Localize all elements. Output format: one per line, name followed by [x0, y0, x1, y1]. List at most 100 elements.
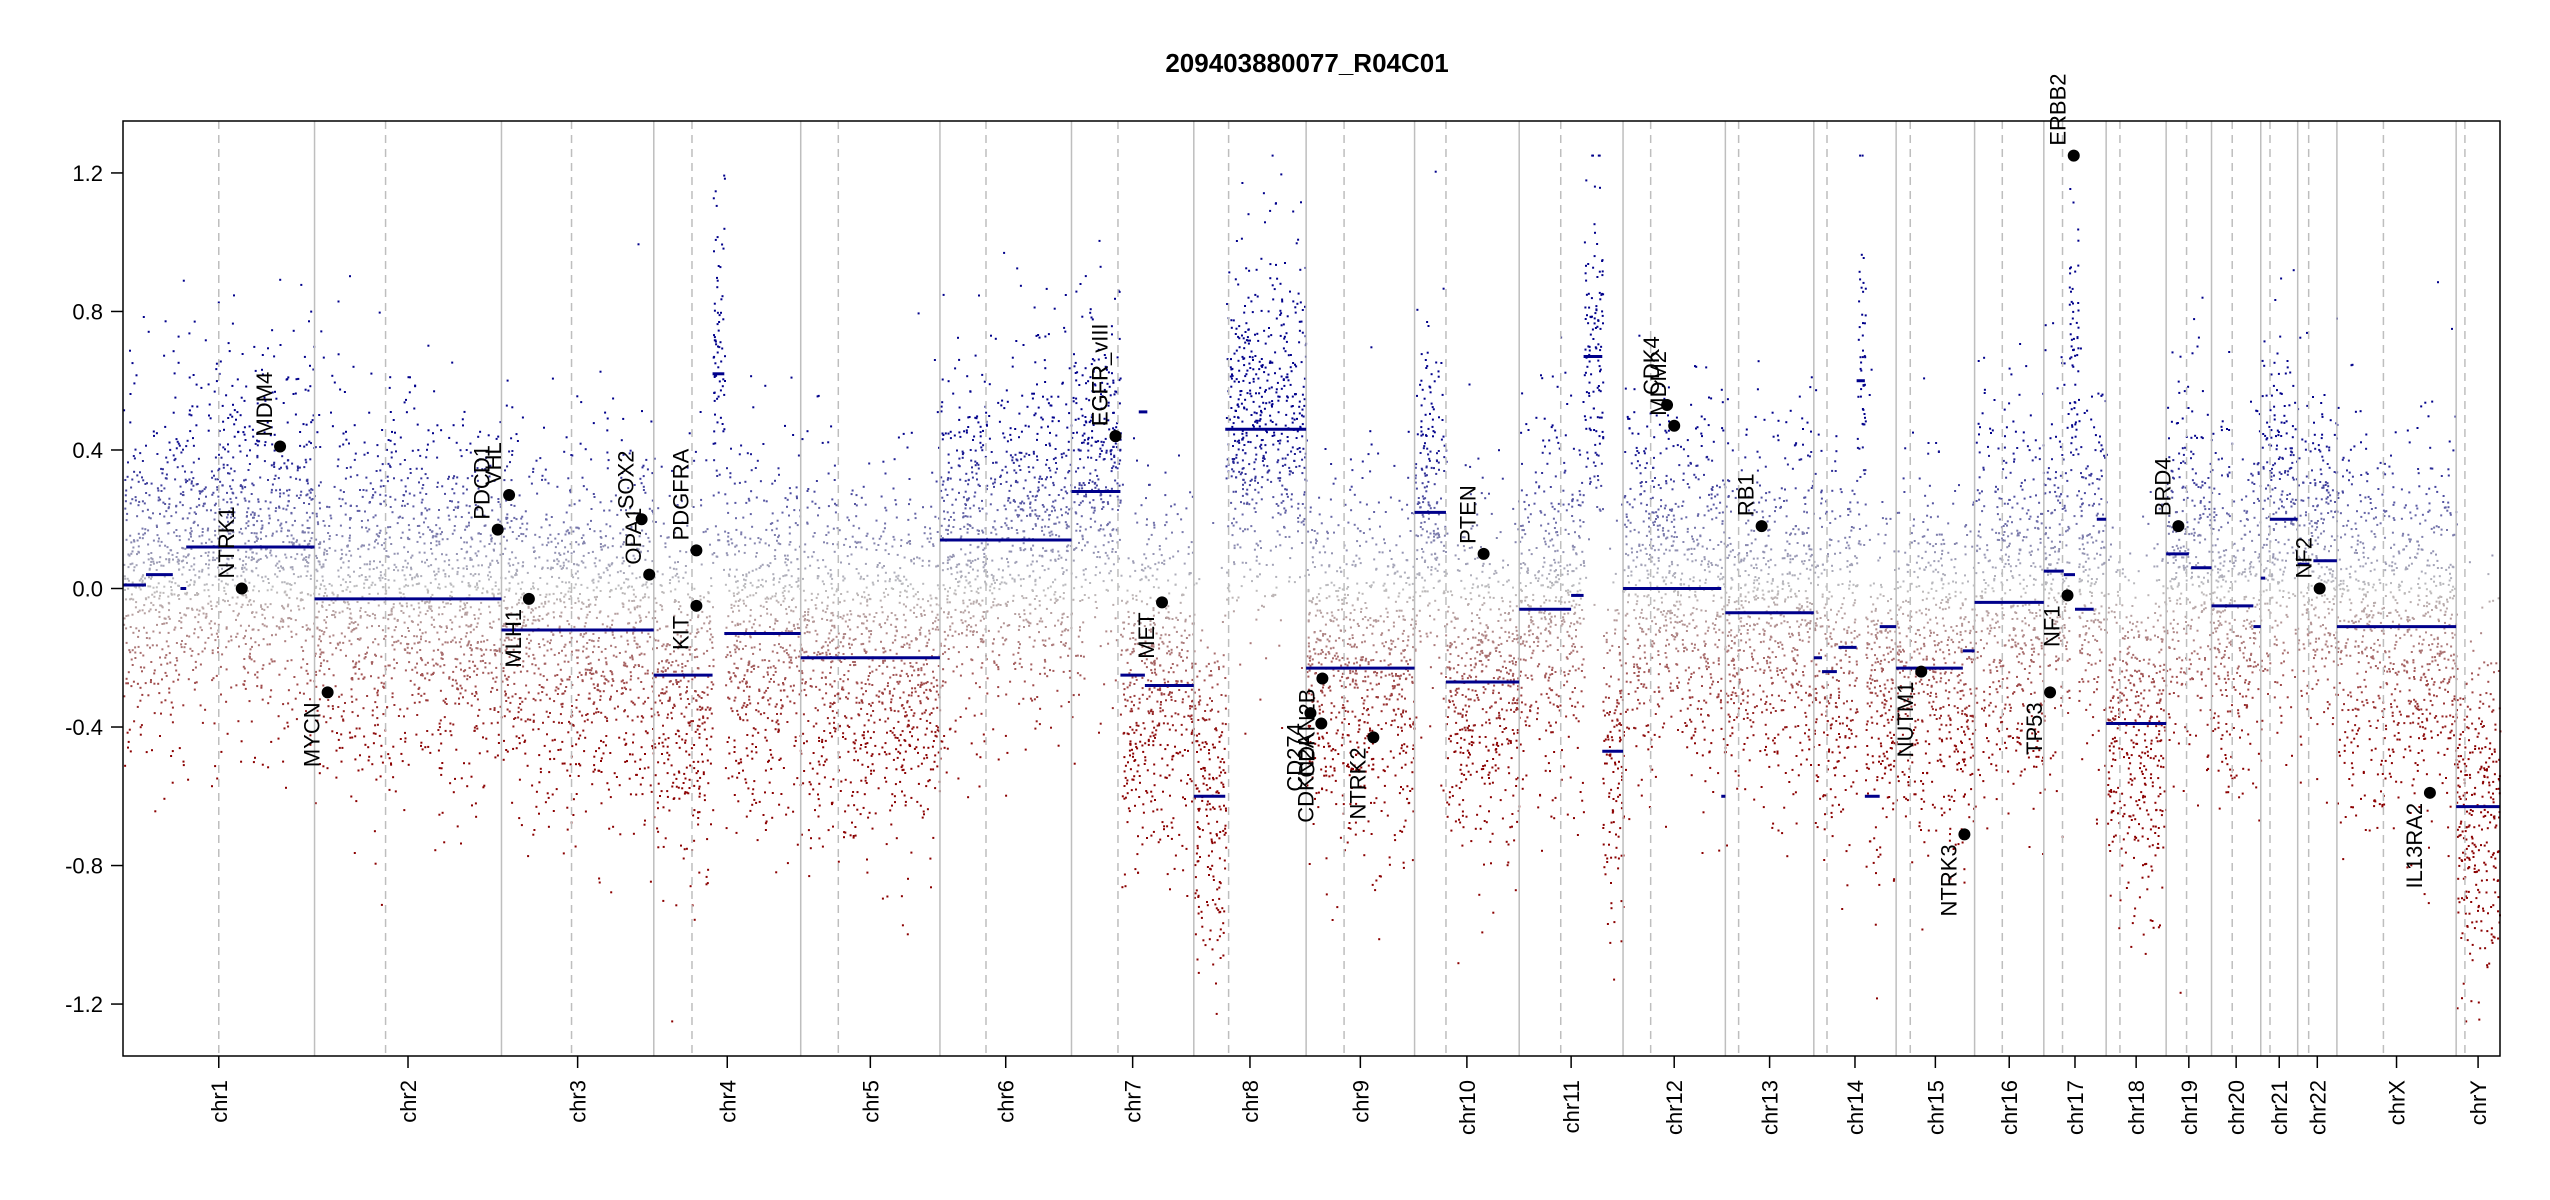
probe-point: [640, 746, 643, 749]
probe-point: [642, 687, 645, 690]
probe-point: [911, 665, 914, 668]
probe-point: [663, 762, 666, 765]
probe-point: [743, 602, 745, 605]
probe-point: [340, 693, 343, 696]
probe-point: [711, 641, 714, 644]
probe-point: [736, 776, 739, 779]
probe-point: [144, 528, 147, 531]
probe-point: [211, 476, 214, 479]
probe-point: [883, 751, 886, 754]
probe-point: [773, 534, 776, 536]
probe-point: [413, 407, 416, 410]
probe-point: [218, 453, 220, 456]
probe-point: [138, 536, 141, 539]
probe-point: [733, 604, 736, 607]
probe-point: [476, 727, 479, 730]
probe-point: [755, 568, 758, 571]
probe-point: [542, 721, 544, 724]
probe-point: [936, 584, 939, 587]
probe-point: [250, 637, 252, 640]
probe-point: [232, 531, 235, 534]
probe-point: [311, 419, 314, 422]
probe-point: [566, 678, 569, 681]
probe-point: [318, 638, 321, 641]
probe-point: [776, 519, 779, 522]
probe-point: [167, 631, 170, 634]
probe-point: [472, 660, 474, 663]
probe-point: [372, 732, 375, 735]
probe-point: [463, 410, 466, 413]
probe-point: [244, 578, 246, 581]
probe-point: [419, 621, 422, 624]
probe-point: [211, 559, 214, 562]
probe-point: [733, 746, 736, 749]
probe-point: [335, 776, 338, 779]
probe-point: [130, 593, 133, 596]
probe-point: [637, 243, 640, 246]
probe-point: [334, 685, 337, 688]
probe-point: [369, 560, 372, 563]
probe-point: [359, 489, 361, 491]
probe-point: [128, 554, 131, 557]
probe-point: [611, 545, 614, 548]
probe-point: [594, 565, 597, 568]
probe-point: [470, 516, 473, 519]
probe-point: [133, 382, 136, 385]
probe-point: [226, 464, 229, 467]
probe-point: [481, 634, 484, 637]
probe-point: [349, 612, 352, 615]
probe-point: [518, 598, 521, 601]
probe-point: [480, 640, 483, 643]
probe-point: [777, 601, 780, 604]
probe-point: [816, 709, 819, 712]
probe-point: [374, 653, 376, 656]
probe-point: [311, 488, 314, 491]
probe-point: [610, 644, 613, 647]
probe-point: [128, 728, 131, 731]
probe-point: [426, 448, 428, 451]
probe-point: [381, 629, 384, 632]
probe-point: [562, 521, 565, 524]
probe-point: [532, 587, 535, 590]
probe-point: [461, 418, 464, 421]
probe-point: [247, 671, 250, 674]
probe-point: [160, 663, 163, 666]
probe-point: [225, 582, 227, 585]
probe-point: [496, 559, 499, 562]
probe-point: [263, 624, 266, 627]
probe-point: [454, 777, 456, 780]
probe-point: [444, 492, 446, 495]
probe-point: [406, 707, 409, 710]
probe-point: [253, 532, 256, 535]
probe-point: [539, 457, 542, 460]
probe-point: [600, 760, 602, 762]
probe-point: [225, 394, 228, 397]
probe-point: [634, 522, 637, 525]
probe-point: [176, 560, 179, 563]
probe-point: [220, 572, 222, 575]
probe-point: [282, 760, 285, 763]
probe-point: [270, 464, 273, 467]
probe-point: [470, 623, 473, 626]
probe-point: [554, 537, 557, 540]
probe-point: [584, 673, 587, 676]
probe-point: [171, 781, 174, 784]
probe-point: [482, 659, 484, 662]
probe-point: [341, 535, 344, 538]
probe-point: [237, 549, 240, 552]
probe-point: [760, 584, 763, 586]
probe-point: [420, 477, 423, 480]
probe-point: [456, 658, 459, 661]
probe-point: [695, 632, 698, 635]
probe-point: [554, 551, 557, 554]
probe-point: [778, 534, 780, 537]
probe-point: [632, 554, 635, 557]
probe-point: [713, 302, 716, 305]
probe-point: [409, 573, 412, 576]
probe-point: [615, 718, 618, 721]
probe-point: [503, 739, 505, 742]
probe-point: [630, 700, 633, 703]
probe-point: [770, 613, 772, 616]
probe-point: [179, 501, 182, 504]
probe-point: [623, 682, 626, 685]
